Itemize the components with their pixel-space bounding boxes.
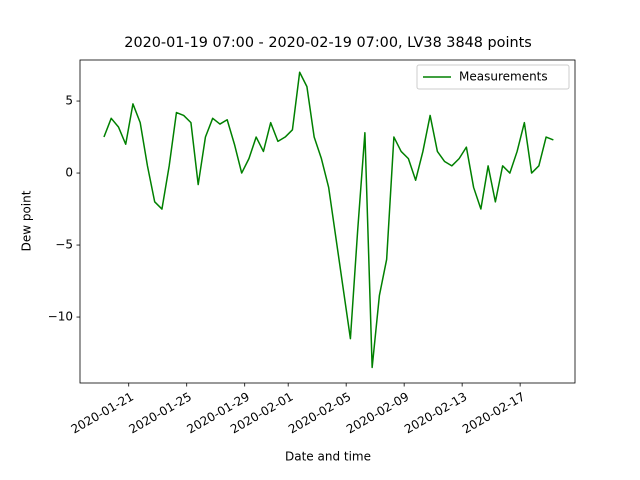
x-tick-label: 2020-01-25 — [127, 390, 194, 437]
legend-box — [416, 64, 570, 90]
chart-title: 2020-01-19 07:00 - 2020-02-19 07:00, LV3… — [124, 35, 531, 51]
x-axis-label: Date and time — [285, 450, 371, 464]
y-tick-label: −10 — [48, 310, 73, 324]
plot-frame — [79, 59, 576, 384]
y-tick-label: −5 — [55, 238, 73, 252]
x-tick-label: 2020-02-09 — [344, 390, 411, 437]
x-tick-label: 2020-01-21 — [69, 390, 136, 437]
x-tick-label: 2020-02-05 — [286, 390, 353, 437]
legend-label: Measurements — [459, 70, 548, 84]
y-tick-label: 5 — [65, 94, 73, 108]
data-line — [103, 71, 554, 369]
x-tick-label: 2020-02-17 — [460, 390, 527, 437]
x-tick-label: 2020-02-13 — [402, 390, 469, 437]
y-axis-label: Dew point — [20, 190, 34, 251]
y-tick-label: 0 — [65, 166, 73, 180]
